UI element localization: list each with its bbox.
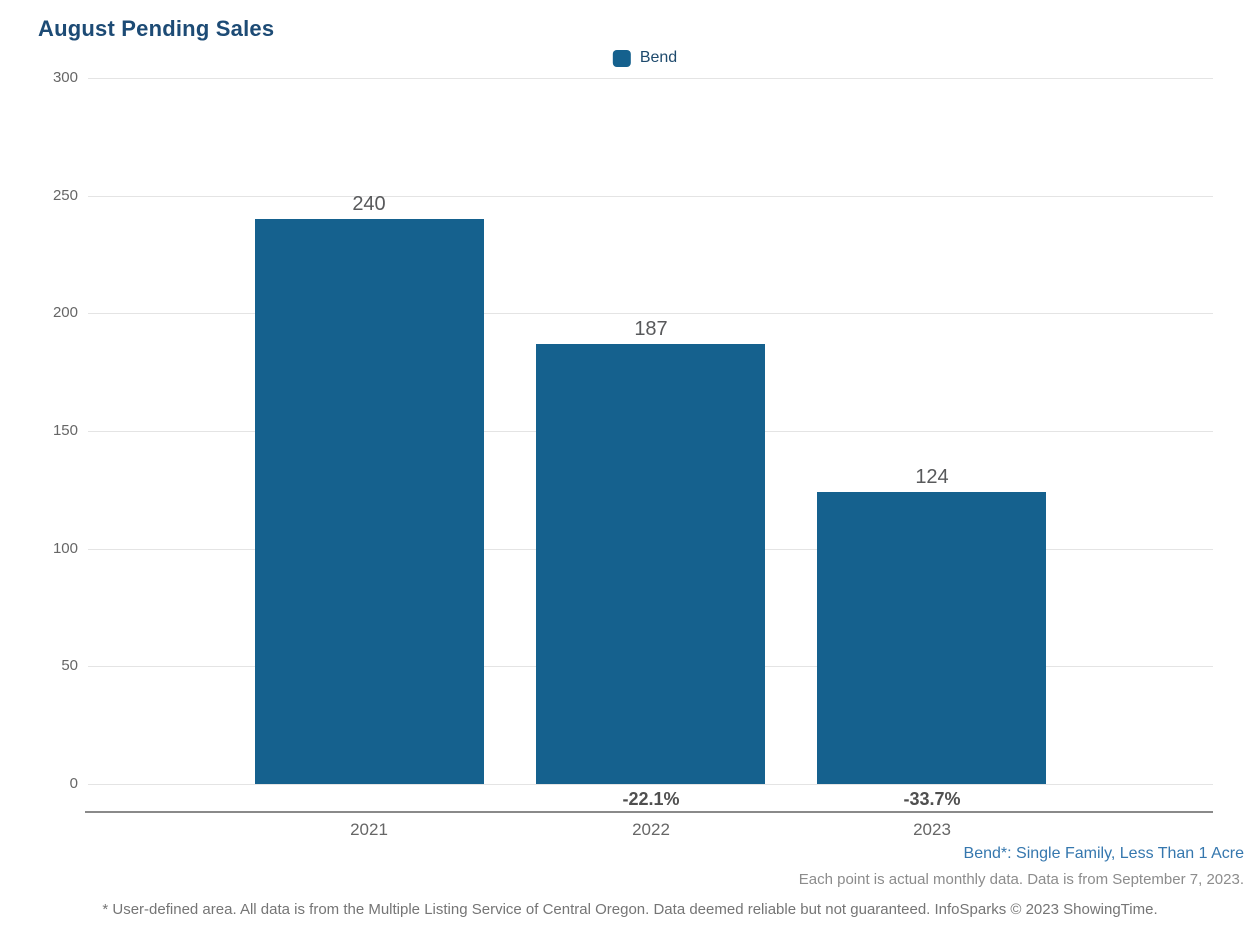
bar-2023[interactable]	[817, 492, 1046, 784]
pct-change-label-2022: -22.1%	[622, 789, 680, 809]
footnote-disclaimer: * User-defined area. All data is from th…	[102, 901, 1158, 918]
legend-swatch-icon	[612, 49, 631, 67]
gridline-300	[88, 78, 1213, 79]
bar-2022[interactable]	[536, 344, 765, 784]
bar-value-label-2021: 240	[352, 193, 386, 215]
x-axis-line	[85, 811, 1213, 813]
y-axis-tick-150: 150	[52, 422, 78, 439]
bar-value-label-2023: 124	[915, 466, 949, 488]
y-axis-tick-100: 100	[52, 540, 78, 557]
y-axis-tick-0: 0	[69, 775, 78, 792]
x-axis-label-2021: 2021	[350, 820, 388, 839]
y-axis-tick-50: 50	[61, 657, 78, 674]
y-axis-tick-300: 300	[52, 69, 78, 86]
x-axis-label-2022: 2022	[632, 820, 670, 839]
legend-label: Bend	[639, 49, 678, 66]
x-axis-label-2023: 2023	[913, 820, 951, 839]
footnote-series-filter: Bend*: Single Family, Less Than 1 Acre	[963, 845, 1244, 862]
chart-title: August Pending Sales	[38, 16, 275, 41]
plot-area	[88, 78, 1213, 785]
pct-change-label-2023: -33.7%	[903, 789, 961, 809]
gridline-200	[88, 313, 1213, 314]
footnote-data-note: Each point is actual monthly data. Data …	[798, 871, 1244, 888]
y-axis-tick-200: 200	[52, 304, 78, 321]
bar-value-label-2022: 187	[634, 318, 668, 340]
bar-2021[interactable]	[255, 219, 484, 784]
gridline-0	[88, 784, 1213, 785]
legend[interactable]: Bend	[612, 49, 678, 67]
y-axis-tick-250: 250	[52, 187, 78, 204]
gridline-250	[88, 196, 1213, 197]
